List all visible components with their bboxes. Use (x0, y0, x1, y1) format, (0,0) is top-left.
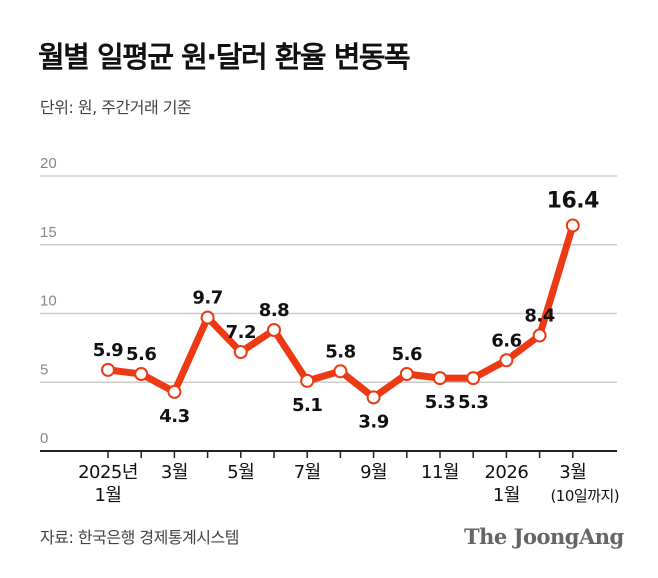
data-label: 9.7 (192, 288, 222, 309)
data-point (101, 362, 115, 377)
data-point (200, 310, 215, 325)
x-tick-label: 5월 (227, 462, 254, 483)
y-tick-label: 5 (40, 361, 48, 378)
data-label: 8.8 (259, 300, 289, 321)
x-tick-label: (10일까지) (550, 487, 619, 505)
data-label: 5.3 (425, 392, 455, 413)
source-note: 자료: 한국은행 경제통계시스템 (40, 528, 239, 547)
data-label: 7.2 (226, 322, 256, 343)
data-point (333, 364, 348, 379)
data-point (267, 323, 281, 337)
y-tick-label: 20 (40, 155, 57, 172)
x-tick-label: 9월 (360, 462, 387, 483)
data-label: 4.3 (159, 406, 189, 427)
x-tick-label: 11월 (421, 462, 459, 483)
data-label: 5.3 (458, 392, 488, 413)
data-label: 8.4 (524, 306, 554, 327)
data-point (134, 367, 149, 381)
data-label: 16.4 (547, 189, 599, 214)
data-point (167, 384, 182, 399)
data-point (399, 367, 414, 381)
data-label: 5.6 (126, 344, 156, 365)
data-point (466, 371, 481, 386)
x-tick-label: 3월 (161, 462, 188, 483)
x-tick-label: 3월 (559, 462, 586, 483)
data-point (233, 345, 248, 359)
data-point (300, 373, 315, 388)
x-tick-label: 1월 (493, 485, 520, 506)
data-label: 5.6 (392, 344, 422, 365)
data-point (499, 353, 514, 368)
data-label: 5.9 (93, 340, 123, 361)
data-label: 3.9 (358, 411, 388, 432)
data-point (532, 328, 547, 343)
data-label: 5.1 (292, 395, 322, 416)
data-point (565, 218, 580, 233)
x-tick-label: 2026 (484, 462, 528, 483)
x-tick-label: 1월 (94, 485, 121, 506)
chart-subtitle: 단위: 원, 주간거래 기준 (40, 98, 192, 117)
chart-title: 월별 일평균 원·달러 환율 변동폭 (38, 40, 411, 74)
publisher-logo: The JoongAng (464, 524, 624, 549)
y-tick-label: 10 (40, 293, 57, 310)
y-tick-label: 15 (40, 224, 57, 241)
x-tick-label: 7월 (294, 462, 321, 483)
data-point (433, 371, 447, 386)
data-label: 6.6 (491, 330, 521, 351)
data-label: 5.8 (325, 341, 355, 362)
y-tick-label: 0 (40, 430, 48, 447)
x-tick-label: 2025년 (78, 462, 138, 483)
data-point (366, 390, 381, 405)
